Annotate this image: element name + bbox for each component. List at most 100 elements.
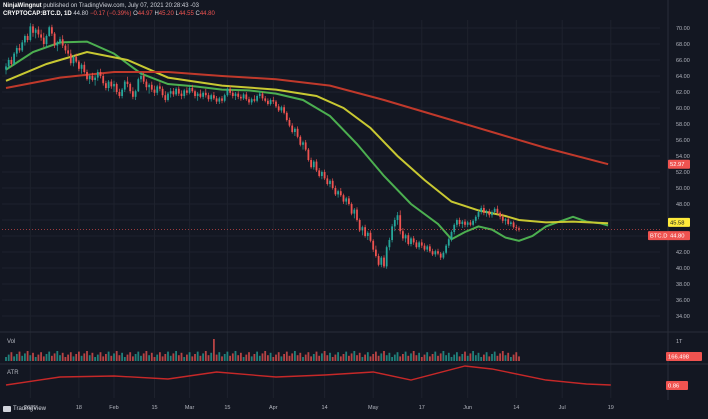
candle-body xyxy=(261,93,264,99)
candle-body xyxy=(250,99,253,103)
price-label-box xyxy=(648,231,670,241)
price-label-box xyxy=(668,217,690,227)
volume-bar xyxy=(353,351,356,361)
volume-bar xyxy=(318,355,321,361)
candle-body xyxy=(140,76,142,80)
tradingview-brand: TradingView xyxy=(13,406,47,412)
candle-body xyxy=(342,195,345,202)
candle xyxy=(191,84,194,93)
candle-body xyxy=(291,125,294,132)
candle-body xyxy=(499,212,501,217)
candle-body xyxy=(88,76,91,80)
candle xyxy=(501,213,504,224)
y-tick-label: 48.00 xyxy=(676,202,690,208)
candle xyxy=(261,92,264,101)
volume-bar xyxy=(447,352,450,361)
volume-bar xyxy=(148,355,150,361)
candle xyxy=(466,220,469,228)
candle-body xyxy=(283,107,285,113)
volume-bar xyxy=(442,351,445,361)
candle-body xyxy=(410,238,412,244)
candle xyxy=(5,63,7,75)
volume-bar xyxy=(345,351,348,361)
candle xyxy=(429,244,431,253)
volume-bar xyxy=(186,354,188,361)
volume-bar xyxy=(493,351,496,361)
candle-body xyxy=(304,142,307,150)
candle-body xyxy=(34,29,37,33)
candle xyxy=(364,224,366,238)
candle-body xyxy=(277,106,280,111)
volume-bar xyxy=(204,351,207,361)
volume-bar xyxy=(194,354,196,361)
candle-body xyxy=(110,81,113,87)
candle xyxy=(78,60,80,72)
candle xyxy=(485,209,488,217)
volume-bar xyxy=(496,355,499,361)
candle-body xyxy=(447,239,450,246)
candle-body xyxy=(18,48,21,51)
candle xyxy=(477,210,480,220)
candle xyxy=(86,69,88,81)
candle xyxy=(59,36,61,45)
volume-bar xyxy=(245,354,248,361)
volume-bar xyxy=(291,353,294,361)
candle-body xyxy=(326,178,329,184)
candle-body xyxy=(105,83,107,88)
candle xyxy=(431,248,434,256)
volume-bar xyxy=(507,352,510,361)
tradingview-logo[interactable]: TradingView xyxy=(3,406,46,412)
candle-body xyxy=(439,253,442,258)
candle xyxy=(172,88,175,97)
candle xyxy=(226,87,229,97)
price-label-box xyxy=(668,159,690,169)
volume-bar xyxy=(199,355,202,361)
candle xyxy=(256,94,258,103)
candle xyxy=(199,89,202,99)
candle xyxy=(447,237,450,248)
candle-body xyxy=(253,99,256,101)
volume-bar xyxy=(61,352,64,361)
candle xyxy=(337,189,339,198)
candle-body xyxy=(175,88,177,95)
volume-bar xyxy=(156,354,159,361)
volume-bar xyxy=(145,351,148,361)
candle-body xyxy=(204,92,207,96)
volume-bar xyxy=(488,356,491,361)
volume-bar xyxy=(34,357,37,361)
volume-bar xyxy=(375,351,377,361)
volume-bar xyxy=(207,355,210,361)
candle xyxy=(264,96,267,103)
candle xyxy=(26,33,29,43)
candle-body xyxy=(191,88,194,92)
candle-body xyxy=(45,36,48,44)
candle-body xyxy=(348,198,350,204)
candle xyxy=(245,92,248,101)
candle-body xyxy=(493,208,496,212)
candle-body xyxy=(48,27,51,36)
volume-bar xyxy=(229,355,231,361)
candle xyxy=(56,40,59,52)
volume-bar xyxy=(275,354,277,361)
price-label-box xyxy=(668,231,690,241)
x-tick-label: Mar xyxy=(185,405,195,411)
volume-bar xyxy=(113,353,115,361)
volume-bar xyxy=(356,355,358,361)
ohlc-close: 44.80 xyxy=(199,11,215,17)
volume-bar xyxy=(285,351,288,361)
candle xyxy=(294,127,296,136)
candle xyxy=(223,93,226,103)
candle-body xyxy=(399,215,402,232)
candle xyxy=(148,83,150,94)
candle xyxy=(107,80,110,92)
volume-bar xyxy=(331,357,334,361)
volume-bar xyxy=(226,351,229,361)
candle xyxy=(240,94,242,101)
candle xyxy=(275,100,277,108)
candle xyxy=(358,218,361,232)
candle-body xyxy=(456,220,458,225)
candle-body xyxy=(393,220,396,227)
candle-body xyxy=(32,26,34,33)
symbol-label[interactable]: CRYPTOCAP:BTC.D, 1D xyxy=(3,11,72,17)
